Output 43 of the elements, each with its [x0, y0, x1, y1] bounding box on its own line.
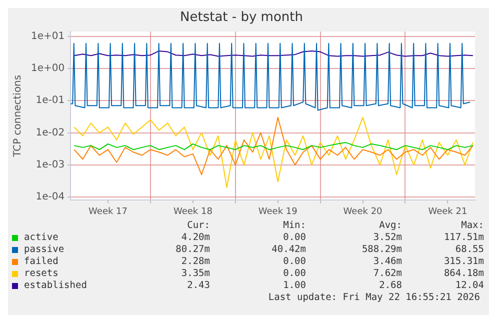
text: 117.51m [442, 232, 484, 244]
text: 80.27m [174, 244, 210, 256]
legend-label: resets [24, 268, 58, 280]
text: 315.31m [442, 256, 484, 268]
text: 0.00 [282, 256, 306, 268]
text: 68.55 [454, 244, 484, 256]
x-tick-label: Week 17 [88, 206, 128, 217]
text: 3.35m [180, 268, 210, 280]
y-tick-label: 1e-01 [36, 95, 65, 106]
y-tick-label: 1e-04 [36, 192, 65, 203]
text: Avg: [378, 220, 402, 232]
y-tick-label: 1e+01 [30, 30, 65, 42]
y-axis-title: TCP connections [12, 74, 24, 158]
x-tick-label: Week 19 [258, 206, 298, 217]
text: 7.62m [372, 268, 402, 280]
text: 4.20m [180, 232, 210, 244]
x-tick-label: Week 18 [173, 206, 213, 217]
chart-title: Netstat - by month [180, 10, 303, 26]
x-tick-label: Week 20 [343, 206, 383, 217]
text: Min: [282, 220, 306, 232]
text: 864.18m [442, 268, 484, 280]
x-tick-label: Week 21 [428, 206, 468, 217]
y-tick-label: 1e-02 [36, 127, 65, 138]
text: 0.00 [282, 232, 306, 244]
legend-label: passive [24, 244, 64, 256]
text: Last update: Fri May 22 16:55:21 2026 [267, 292, 481, 304]
y-tick-label: 1e-03 [36, 160, 65, 171]
legend-label: failed [24, 256, 58, 268]
text: 40.42m [270, 244, 306, 256]
legend-label: active [24, 232, 58, 244]
text: 12.04 [454, 280, 484, 292]
legend-label: established [24, 280, 87, 292]
y-tick-label: 1e+00 [30, 63, 65, 74]
text: 588.29m [360, 244, 402, 256]
text: 2.68 [378, 280, 402, 292]
text: 2.28m [180, 256, 210, 268]
text: 1.00 [282, 280, 306, 292]
text: 3.52m [372, 232, 402, 244]
text: 3.46m [372, 256, 402, 268]
text: 2.43 [186, 280, 210, 292]
text: Cur: [186, 220, 210, 232]
text: Max: [460, 220, 484, 232]
text: 0.00 [282, 268, 306, 280]
